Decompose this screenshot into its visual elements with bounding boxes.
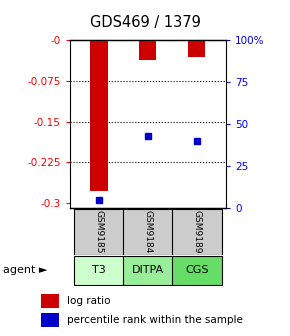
FancyBboxPatch shape	[172, 209, 222, 255]
Text: CGS: CGS	[185, 265, 209, 276]
Text: log ratio: log ratio	[67, 296, 110, 306]
Text: percentile rank within the sample: percentile rank within the sample	[67, 316, 242, 325]
Bar	[41, 313, 59, 327]
Text: DITPA: DITPA	[132, 265, 164, 276]
Text: GSM9189: GSM9189	[192, 210, 201, 254]
FancyBboxPatch shape	[123, 256, 173, 285]
Bar	[139, 40, 157, 60]
Bar	[188, 40, 205, 56]
FancyBboxPatch shape	[123, 209, 173, 255]
FancyBboxPatch shape	[172, 256, 222, 285]
FancyBboxPatch shape	[74, 209, 124, 255]
Text: T3: T3	[92, 265, 106, 276]
Text: agent ►: agent ►	[3, 265, 47, 276]
Text: GSM9185: GSM9185	[95, 210, 104, 254]
Text: GSM9184: GSM9184	[143, 210, 153, 254]
Bar	[90, 40, 108, 191]
Text: GDS469 / 1379: GDS469 / 1379	[90, 15, 200, 30]
Bar	[41, 294, 59, 308]
FancyBboxPatch shape	[74, 256, 124, 285]
